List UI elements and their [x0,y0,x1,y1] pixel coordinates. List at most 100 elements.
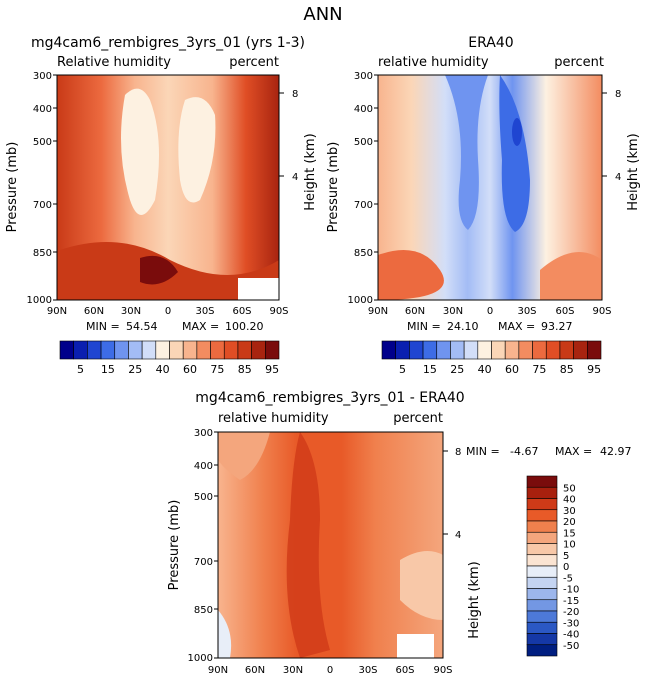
panel-obs-xtick: 90S [592,306,611,317]
colorbar-diff-swatch [526,486,558,499]
panel-diff-ytick: 400 [194,461,213,472]
colorbar-diff-label: -5 [563,573,573,584]
colorbar-model-swatch [73,340,88,360]
colorbar-model-label: 40 [156,363,170,376]
panel-diff-subtitle-right: percent [393,411,443,426]
colorbar-obs-swatch [573,340,588,360]
panel-obs-y2tick: 4 [615,172,621,183]
panel-diff-ylabel: Pressure (mb) [167,500,182,591]
panel-diff-title: mg4cam6_rembigres_3yrs_01 - ERA40 [195,390,464,406]
panel-model-xtick: 30N [121,306,141,317]
colorbar-obs-swatch [463,340,479,360]
panel-obs-max-label: MAX = [498,320,535,333]
colorbar-diff-swatch [526,621,558,634]
colorbar-model-swatch [196,340,211,360]
panel-diff-xtick: 60S [395,665,414,676]
panel-model-ytick: 850 [33,248,52,259]
panel-obs-ytick: 700 [354,200,373,211]
colorbar-obs-swatch [477,340,492,360]
panel-diff-ytick: 700 [194,557,213,568]
panel-model-max-label: MAX = [182,320,219,333]
panel-diff-xtick: 30N [283,665,303,676]
panel-model-xtick: 90N [47,306,67,317]
colorbar-obs-label: 15 [423,363,437,376]
colorbar-diff-label: -40 [563,630,579,641]
colorbar-model-swatch [223,340,239,360]
panel-diff-ytick: 850 [194,605,213,616]
panel-obs-min-label: MIN = [407,320,441,333]
colorbar-diff-label: 20 [563,517,576,528]
panel-diff-y2tick: 8 [455,447,461,458]
colorbar-diff-label: 10 [563,540,576,551]
panel-diff-min-value: -4.67 [510,445,538,458]
panel-model-xtick: 90S [269,306,288,317]
colorbar-obs-swatch [559,340,574,360]
colorbar-model-swatch [237,340,252,360]
colorbar-obs-swatch [545,340,561,360]
panel-model-title: mg4cam6_rembigres_3yrs_01 (yrs 1-3) [31,35,305,51]
panel-obs-min-value: 24.10 [447,320,479,333]
panel-model-ytick: 700 [33,200,52,211]
panel-diff-subtitle-left: relative humidity [218,411,329,426]
panel-model-xtick: 60S [232,306,251,317]
panel-model-subtitle-right: percent [229,55,279,70]
panel-obs-plot [377,74,603,301]
panel-obs-xtick: 60S [555,306,574,317]
colorbar-diff-swatch [526,509,558,522]
colorbar-diff-swatch [526,576,558,589]
panel-obs-ytick: 300 [354,71,373,82]
panel-diff-y2label: Height (km) [467,561,482,638]
colorbar-model-label: 75 [210,363,224,376]
colorbar-obs-swatch [409,340,424,360]
colorbar-obs-swatch [587,340,602,360]
colorbar-diff-swatch [526,554,558,567]
panel-model-ytick: 500 [33,137,52,148]
colorbar-diff-swatch [526,644,558,657]
colorbar-diff-label: 50 [563,483,576,494]
panel-model-min-value: 54.54 [126,320,158,333]
panel-obs-ytick: 400 [354,104,373,115]
panel-obs-max-value: 93.27 [541,320,573,333]
colorbar-obs-label: 25 [450,363,464,376]
colorbar-model-swatch [169,340,184,360]
colorbar-diff-label: -15 [563,596,579,607]
colorbar-obs-label: 5 [399,363,406,376]
panel-obs-xtick: 30S [517,306,536,317]
colorbar-model-swatch [251,340,266,360]
colorbar-model-swatch [141,340,157,360]
panel-model-max-value: 100.20 [225,320,264,333]
panel-model-subtitle-left: Relative humidity [57,55,171,70]
colorbar-model-label: 95 [265,363,279,376]
colorbar-diff-swatch [526,599,558,612]
panel-model-xtick: 60N [84,306,104,317]
panel-diff-xtick: 90S [433,665,452,676]
panel-model-y2tick: 8 [292,89,298,100]
panel-obs-xtick: 60N [405,306,425,317]
colorbar-diff-label: 30 [563,506,576,517]
panel-diff-max-label: MAX = [555,445,592,458]
colorbar-diff-label: -30 [563,618,579,629]
panel-obs: ERA40 relative humidity percent Pressure… [326,35,641,333]
panel-model-y2label: Height (km) [303,133,318,210]
colorbar-diff-swatch [526,520,558,533]
panel-obs-xtick: 90N [368,306,388,317]
colorbar-diff-swatch [526,475,558,488]
colorbar-obs-swatch [532,340,547,360]
panel-model-xtick: 0 [165,306,171,317]
colorbar-diff-label: -20 [563,607,579,618]
panel-diff: mg4cam6_rembigres_3yrs_01 - ERA40 relati… [167,390,632,676]
panel-diff-max-value: 42.97 [600,445,632,458]
colorbar-obs-swatch [436,340,451,360]
colorbar-obs-label: 75 [532,363,546,376]
panel-obs-subtitle-right: percent [554,55,604,70]
colorbar-model: 5 15 25 40 60 75 85 95 [59,340,280,376]
panel-obs-xtick: 0 [487,306,493,317]
colorbar-diff-swatch [526,498,558,511]
panel-diff-xtick: 60N [245,665,265,676]
colorbar-obs-swatch [395,340,410,360]
colorbar-model-swatch [155,340,170,360]
panel-obs-ytick: 850 [354,248,373,259]
colorbar-model-swatch [59,340,74,360]
